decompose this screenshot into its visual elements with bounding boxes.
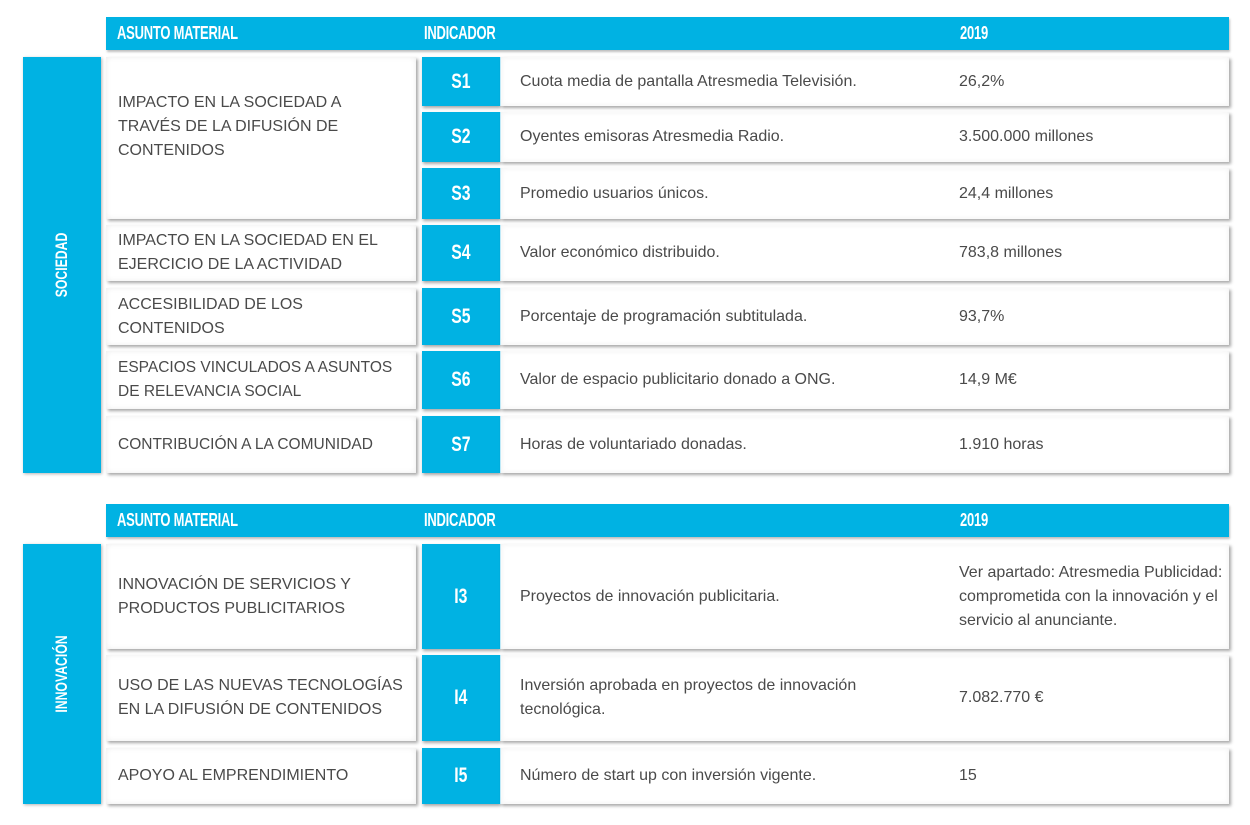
asunto-cell: ESPACIOS VINCULADOS A ASUNTOS DE RELEVAN… bbox=[106, 351, 416, 409]
indicator-code: S3 bbox=[451, 181, 471, 205]
table-row: Valor económico distribuido. 783,8 millo… bbox=[500, 225, 1229, 281]
indicator-badge: S2 bbox=[422, 112, 500, 162]
header-year: 2019 bbox=[960, 510, 988, 530]
table-row: Horas de voluntariado donadas. 1.910 hor… bbox=[500, 416, 1229, 473]
indicator-description: Porcentaje de programación subtitulada. bbox=[520, 307, 808, 325]
sociedad-table-header: ASUNTO MATERIAL INDICADOR 2019 bbox=[106, 17, 1229, 50]
indicator-value: 15 bbox=[959, 767, 977, 784]
indicator-value: 7.082.770 € bbox=[959, 689, 1044, 706]
indicator-description: Promedio usuarios únicos. bbox=[520, 184, 709, 202]
indicator-value: 14,9 M€ bbox=[959, 371, 1017, 388]
asunto-text: ACCESIBILIDAD DE LOS CONTENIDOS bbox=[118, 295, 303, 337]
indicator-code: I3 bbox=[454, 584, 468, 608]
header-year: 2019 bbox=[960, 23, 988, 43]
table-row: Número de start up con inversión vigente… bbox=[500, 748, 1229, 804]
indicator-badge: S4 bbox=[422, 225, 500, 281]
indicator-value: 783,8 millones bbox=[959, 244, 1063, 261]
category-innovacion: INNOVACIÓN bbox=[23, 544, 101, 804]
indicator-code: S5 bbox=[451, 304, 471, 328]
indicator-description: Oyentes emisoras Atresmedia Radio. bbox=[520, 128, 785, 145]
asunto-cell: IMPACTO EN LA SOCIEDAD A TRAVÉS DE LA DI… bbox=[106, 57, 416, 219]
indicator-description: Horas de voluntariado donadas. bbox=[520, 435, 747, 453]
asunto-text: USO DE LAS NUEVAS TECNOLOGÍAS EN LA DIFU… bbox=[118, 677, 403, 718]
indicator-description: Inversión aprobada en proyectos de innov… bbox=[520, 677, 857, 718]
asunto-text: APOYO AL EMPRENDIMIENTO bbox=[118, 767, 349, 784]
indicator-code: S1 bbox=[451, 69, 471, 93]
table-row: Oyentes emisoras Atresmedia Radio. 3.500… bbox=[500, 112, 1229, 162]
innovacion-table-header: ASUNTO MATERIAL INDICADOR 2019 bbox=[106, 504, 1229, 537]
indicator-badge: S3 bbox=[422, 168, 500, 219]
indicator-badge: S7 bbox=[422, 416, 500, 473]
indicator-value: 93,7% bbox=[959, 307, 1005, 325]
indicator-code: I5 bbox=[454, 764, 468, 787]
indicator-badge: I3 bbox=[422, 544, 500, 649]
indicator-description: Valor económico distribuido. bbox=[520, 244, 720, 261]
indicator-value: Ver apartado: Atresmedia Publicidad: com… bbox=[959, 563, 1223, 629]
header-indicador: INDICADOR bbox=[424, 23, 496, 43]
category-label: SOCIEDAD bbox=[52, 232, 71, 298]
indicator-badge: S6 bbox=[422, 351, 500, 409]
asunto-cell: ACCESIBILIDAD DE LOS CONTENIDOS bbox=[106, 288, 416, 345]
indicator-code: I4 bbox=[454, 686, 468, 709]
indicator-value: 3.500.000 millones bbox=[959, 128, 1094, 145]
indicator-value: 24,4 millones bbox=[959, 184, 1054, 202]
category-label: INNOVACIÓN bbox=[52, 635, 71, 713]
header-asunto-material: ASUNTO MATERIAL bbox=[117, 510, 238, 530]
indicator-description: Número de start up con inversión vigente… bbox=[520, 767, 817, 784]
asunto-cell: APOYO AL EMPRENDIMIENTO bbox=[106, 748, 416, 804]
table-row: Cuota media de pantalla Atresmedia Telev… bbox=[500, 57, 1229, 106]
asunto-text: IMPACTO EN LA SOCIEDAD EN EL EJERCICIO D… bbox=[118, 232, 378, 273]
asunto-text: CONTRIBUCIÓN A LA COMUNIDAD bbox=[118, 435, 373, 453]
asunto-cell: USO DE LAS NUEVAS TECNOLOGÍAS EN LA DIFU… bbox=[106, 655, 416, 741]
indicator-code: S6 bbox=[451, 368, 471, 391]
table-row: Porcentaje de programación subtitulada. … bbox=[500, 288, 1229, 345]
indicator-badge: S5 bbox=[422, 288, 500, 345]
asunto-cell: INNOVACIÓN DE SERVICIOS Y PRODUCTOS PUBL… bbox=[106, 544, 416, 649]
header-indicador: INDICADOR bbox=[424, 510, 496, 530]
indicator-badge: S1 bbox=[422, 57, 500, 106]
table-row: Proyectos de innovación publicitaria. Ve… bbox=[500, 544, 1229, 649]
indicator-code: S2 bbox=[451, 125, 471, 148]
indicator-value: 1.910 horas bbox=[959, 435, 1044, 453]
table-row: Valor de espacio publicitario donado a O… bbox=[500, 351, 1229, 409]
table-row: Inversión aprobada en proyectos de innov… bbox=[500, 655, 1229, 741]
indicator-code: S4 bbox=[451, 241, 471, 264]
asunto-text: ESPACIOS VINCULADOS A ASUNTOS DE RELEVAN… bbox=[118, 359, 393, 400]
indicator-value: 26,2% bbox=[959, 72, 1005, 90]
asunto-cell: CONTRIBUCIÓN A LA COMUNIDAD bbox=[106, 416, 416, 473]
asunto-cell: IMPACTO EN LA SOCIEDAD EN EL EJERCICIO D… bbox=[106, 225, 416, 281]
indicator-description: Valor de espacio publicitario donado a O… bbox=[520, 371, 836, 388]
indicator-description: Proyectos de innovación publicitaria. bbox=[520, 587, 780, 605]
indicator-badge: I5 bbox=[422, 748, 500, 804]
asunto-text: IMPACTO EN LA SOCIEDAD A TRAVÉS DE LA DI… bbox=[118, 94, 341, 159]
indicator-badge: I4 bbox=[422, 655, 500, 741]
header-asunto-material: ASUNTO MATERIAL bbox=[117, 23, 238, 43]
indicator-code: S7 bbox=[451, 432, 471, 456]
category-sociedad: SOCIEDAD bbox=[23, 57, 101, 473]
table-row: Promedio usuarios únicos. 24,4 millones bbox=[500, 168, 1229, 219]
indicator-description: Cuota media de pantalla Atresmedia Telev… bbox=[520, 72, 857, 90]
asunto-text: INNOVACIÓN DE SERVICIOS Y PRODUCTOS PUBL… bbox=[118, 575, 351, 617]
